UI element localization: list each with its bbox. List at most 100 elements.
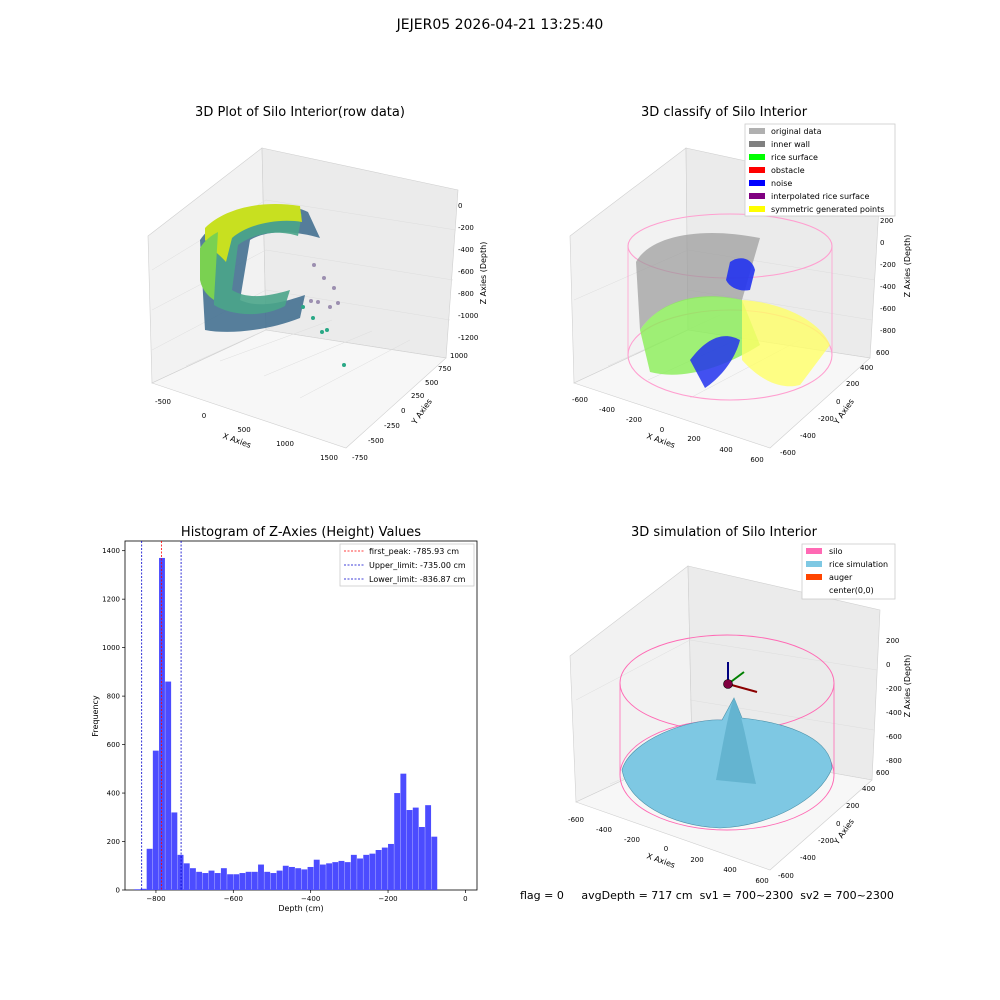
plot-raw-3d: 3D Plot of Silo Interior(row data) -500 … [147,105,488,462]
svg-text:center(0,0): center(0,0) [829,586,874,595]
status-sv2: sv2 = 700~2300 [800,889,894,902]
svg-text:200: 200 [886,637,899,645]
plot-simulation-3d: 3D simulation of Silo Interior silo rice… [568,525,912,885]
plot-raw-title: 3D Plot of Silo Interior(row data) [195,105,405,120]
svg-text:-500: -500 [155,398,171,406]
histogram-bar [369,853,376,890]
status-flag: flag = 0 [520,889,564,902]
classify-z-ticks: 200 0 -200 -400 -600 -800 [880,217,896,335]
auger-center-marker [723,679,733,689]
histogram-bars [134,557,438,890]
svg-text:-200: -200 [458,224,474,232]
raw-data-cloud-top [205,204,302,262]
svg-text:600: 600 [750,456,763,464]
svg-text:symmetric generated points: symmetric generated points [771,205,884,214]
histogram-bar [270,873,277,890]
svg-text:0: 0 [660,426,664,434]
histogram-x-tick-label: −400 [301,895,320,903]
classify-legend: original data inner wall rice surface ob… [744,123,896,217]
histogram-bar [412,807,419,890]
classify-z-label: Z Axies (Depth) [903,235,912,298]
histogram-bar [344,862,351,890]
histogram-bar [264,871,271,890]
svg-text:0: 0 [458,202,462,210]
histogram-bar [152,750,159,890]
histogram-bar [134,889,141,890]
raw-x-label: X Axies [221,431,252,450]
histogram-y-tick-label: 600 [107,741,120,749]
svg-text:auger: auger [829,573,853,582]
raw-y-label: Y Axies [409,397,434,427]
histogram-bar [171,812,178,890]
simulation-x-label: X Axies [645,851,676,870]
classify-symmetric-points [742,300,830,387]
svg-text:-200: -200 [886,685,902,693]
svg-text:-400: -400 [596,826,612,834]
svg-text:-600: -600 [880,305,896,313]
svg-text:-200: -200 [880,261,896,269]
plot-simulation-title: 3D simulation of Silo Interior [631,525,818,540]
histogram-x-label: Depth (cm) [278,904,323,913]
histogram-x-tick-label: −600 [224,895,243,903]
histogram-bar [282,865,289,890]
svg-text:-400: -400 [886,709,902,717]
svg-text:-750: -750 [352,454,368,462]
svg-text:500: 500 [425,379,438,387]
svg-text:400: 400 [860,364,873,372]
histogram-bar [418,826,425,890]
histogram-bar [251,871,258,890]
histogram-y-label: Frequency [91,695,100,737]
svg-text:first_peak: -785.93 cm: first_peak: -785.93 cm [369,547,459,556]
histogram-bar [394,793,401,890]
svg-text:0: 0 [836,820,840,828]
svg-text:1000: 1000 [450,352,468,360]
svg-text:400: 400 [719,446,732,454]
svg-text:-1000: -1000 [458,312,478,320]
histogram-bar [165,681,172,890]
histogram-bar [233,874,240,890]
plot-histogram: Histogram of Z-Axies (Height) Values −80… [91,525,478,913]
histogram-y-tick-label: 1000 [102,644,120,652]
svg-text:original data: original data [771,127,822,136]
histogram-bar [295,868,302,890]
svg-text:750: 750 [438,365,451,373]
histogram-x-tick-label: −800 [146,895,165,903]
histogram-reference-lines [141,541,182,890]
svg-text:-600: -600 [568,816,584,824]
svg-text:-200: -200 [818,837,834,845]
classify-inner-wall-points [636,232,760,330]
svg-text:silo: silo [829,547,843,556]
svg-text:0: 0 [886,661,890,669]
raw-y-ticks: -750 -500 -250 0 250 500 750 1000 [352,352,468,462]
svg-text:-600: -600 [572,396,588,404]
raw-data-cloud-side [200,232,218,300]
plot-classify-3d: 3D classify of Silo Interior original da… [569,105,912,464]
histogram-bar [183,863,190,890]
histogram-y-tick-label: 800 [107,693,120,701]
histogram-y-tick-label: 1200 [102,596,120,604]
svg-text:obstacle: obstacle [771,166,805,175]
histogram-y-tick-label: 200 [107,838,120,846]
histogram-bar [208,870,215,890]
simulation-x-ticks: -600 -400 -200 0 200 400 600 [568,816,769,885]
svg-text:200: 200 [687,435,700,443]
histogram-bar [227,874,234,890]
histogram-bar [220,868,227,890]
histogram-bar [301,869,308,890]
svg-text:0: 0 [401,407,405,415]
raw-data-cloud-mid [212,210,302,315]
histogram-bar [146,848,153,890]
svg-text:-800: -800 [880,327,896,335]
histogram-bar [431,836,438,890]
svg-text:500: 500 [237,426,250,434]
histogram-bar [177,854,184,890]
raw-z-ticks: 0 -200 -400 -600 -800 -1000 -1200 [458,202,478,342]
histogram-bar [357,858,363,890]
figure-title: JEJER05 2026-04-21 13:25:40 [396,17,604,33]
simulation-legend: silo rice simulation auger center(0,0) [801,543,896,600]
auger-x-axis-arrow [727,683,758,693]
svg-text:-200: -200 [624,836,640,844]
svg-text:-600: -600 [886,733,902,741]
svg-text:-500: -500 [368,437,384,445]
classify-x-ticks: -600 -400 -200 0 200 400 600 [572,396,764,464]
